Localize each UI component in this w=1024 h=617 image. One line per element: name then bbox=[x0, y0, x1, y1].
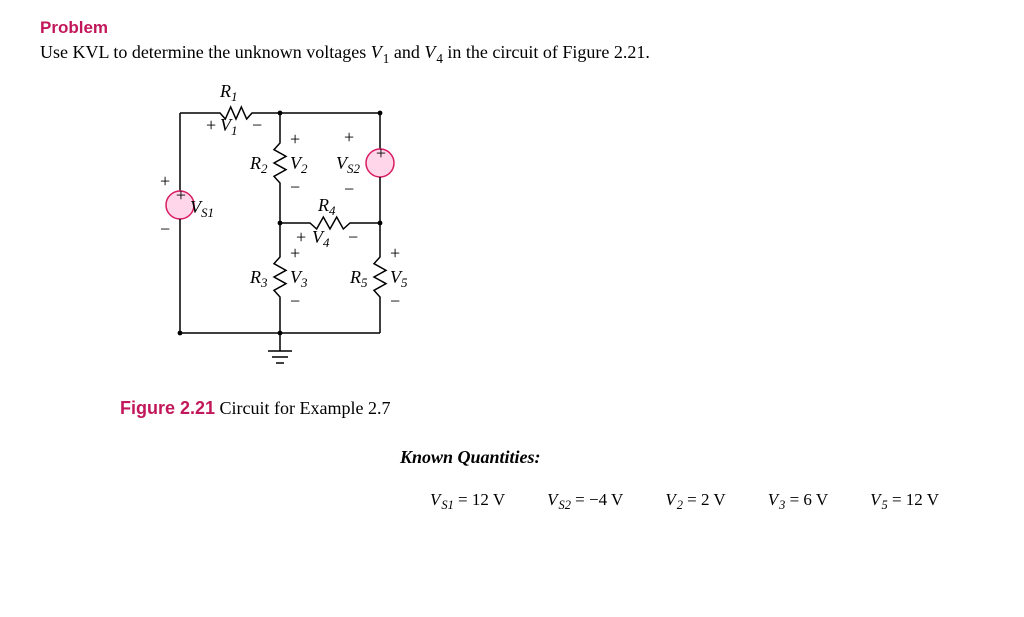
svg-text:−: − bbox=[160, 219, 170, 239]
svg-text:VS1: VS1 bbox=[190, 197, 214, 220]
known-value: VS2 = −4 V bbox=[547, 490, 623, 513]
svg-text:+: + bbox=[176, 185, 186, 205]
known-value: V2 = 2 V bbox=[665, 490, 725, 513]
svg-text:V2: V2 bbox=[290, 153, 308, 176]
svg-text:R3: R3 bbox=[249, 267, 268, 290]
svg-text:V1: V1 bbox=[220, 115, 238, 138]
svg-text:V3: V3 bbox=[290, 267, 308, 290]
svg-text:+: + bbox=[160, 171, 170, 191]
figure-label: Figure 2.21 bbox=[120, 398, 215, 418]
svg-text:+: + bbox=[206, 115, 216, 135]
figure-caption-rest: Circuit for Example 2.7 bbox=[215, 398, 390, 418]
svg-text:−: − bbox=[290, 291, 300, 311]
svg-text:V5: V5 bbox=[390, 267, 408, 290]
page: Problem Use KVL to determine the unknown… bbox=[0, 0, 1024, 533]
known-quantities-heading: Known Quantities: bbox=[400, 447, 984, 468]
svg-text:+: + bbox=[376, 143, 386, 163]
svg-text:R1: R1 bbox=[219, 81, 238, 104]
svg-text:+: + bbox=[290, 243, 300, 263]
known-value: VS1 = 12 V bbox=[430, 490, 505, 513]
svg-text:−: − bbox=[344, 179, 354, 199]
svg-text:+: + bbox=[344, 127, 354, 147]
svg-text:V4: V4 bbox=[312, 227, 330, 250]
known-value: V5 = 12 V bbox=[870, 490, 939, 513]
circuit-diagram: ++VS1−R1+ V1 −R2+V2−++VS2−R4+ V4 −R3+V3−… bbox=[120, 73, 420, 383]
known-value: V3 = 6 V bbox=[768, 490, 828, 513]
problem-statement: Use KVL to determine the unknown voltage… bbox=[40, 42, 984, 67]
svg-text:VS2: VS2 bbox=[336, 153, 361, 176]
figure-caption: Figure 2.21 Circuit for Example 2.7 bbox=[120, 398, 984, 419]
problem-heading: Problem bbox=[40, 18, 984, 38]
svg-text:R5: R5 bbox=[349, 267, 368, 290]
svg-text:R4: R4 bbox=[317, 195, 336, 218]
svg-text:−: − bbox=[390, 291, 400, 311]
svg-text:R2: R2 bbox=[249, 153, 268, 176]
svg-text:+: + bbox=[290, 129, 300, 149]
svg-text:+: + bbox=[390, 243, 400, 263]
figure-block: ++VS1−R1+ V1 −R2+V2−++VS2−R4+ V4 −R3+V3−… bbox=[120, 73, 984, 419]
svg-text:−: − bbox=[290, 177, 300, 197]
known-values-row: VS1 = 12 V VS2 = −4 V V2 = 2 V V3 = 6 V V5 =… bbox=[430, 490, 984, 513]
svg-text:−: − bbox=[348, 227, 358, 247]
svg-text:−: − bbox=[252, 115, 262, 135]
